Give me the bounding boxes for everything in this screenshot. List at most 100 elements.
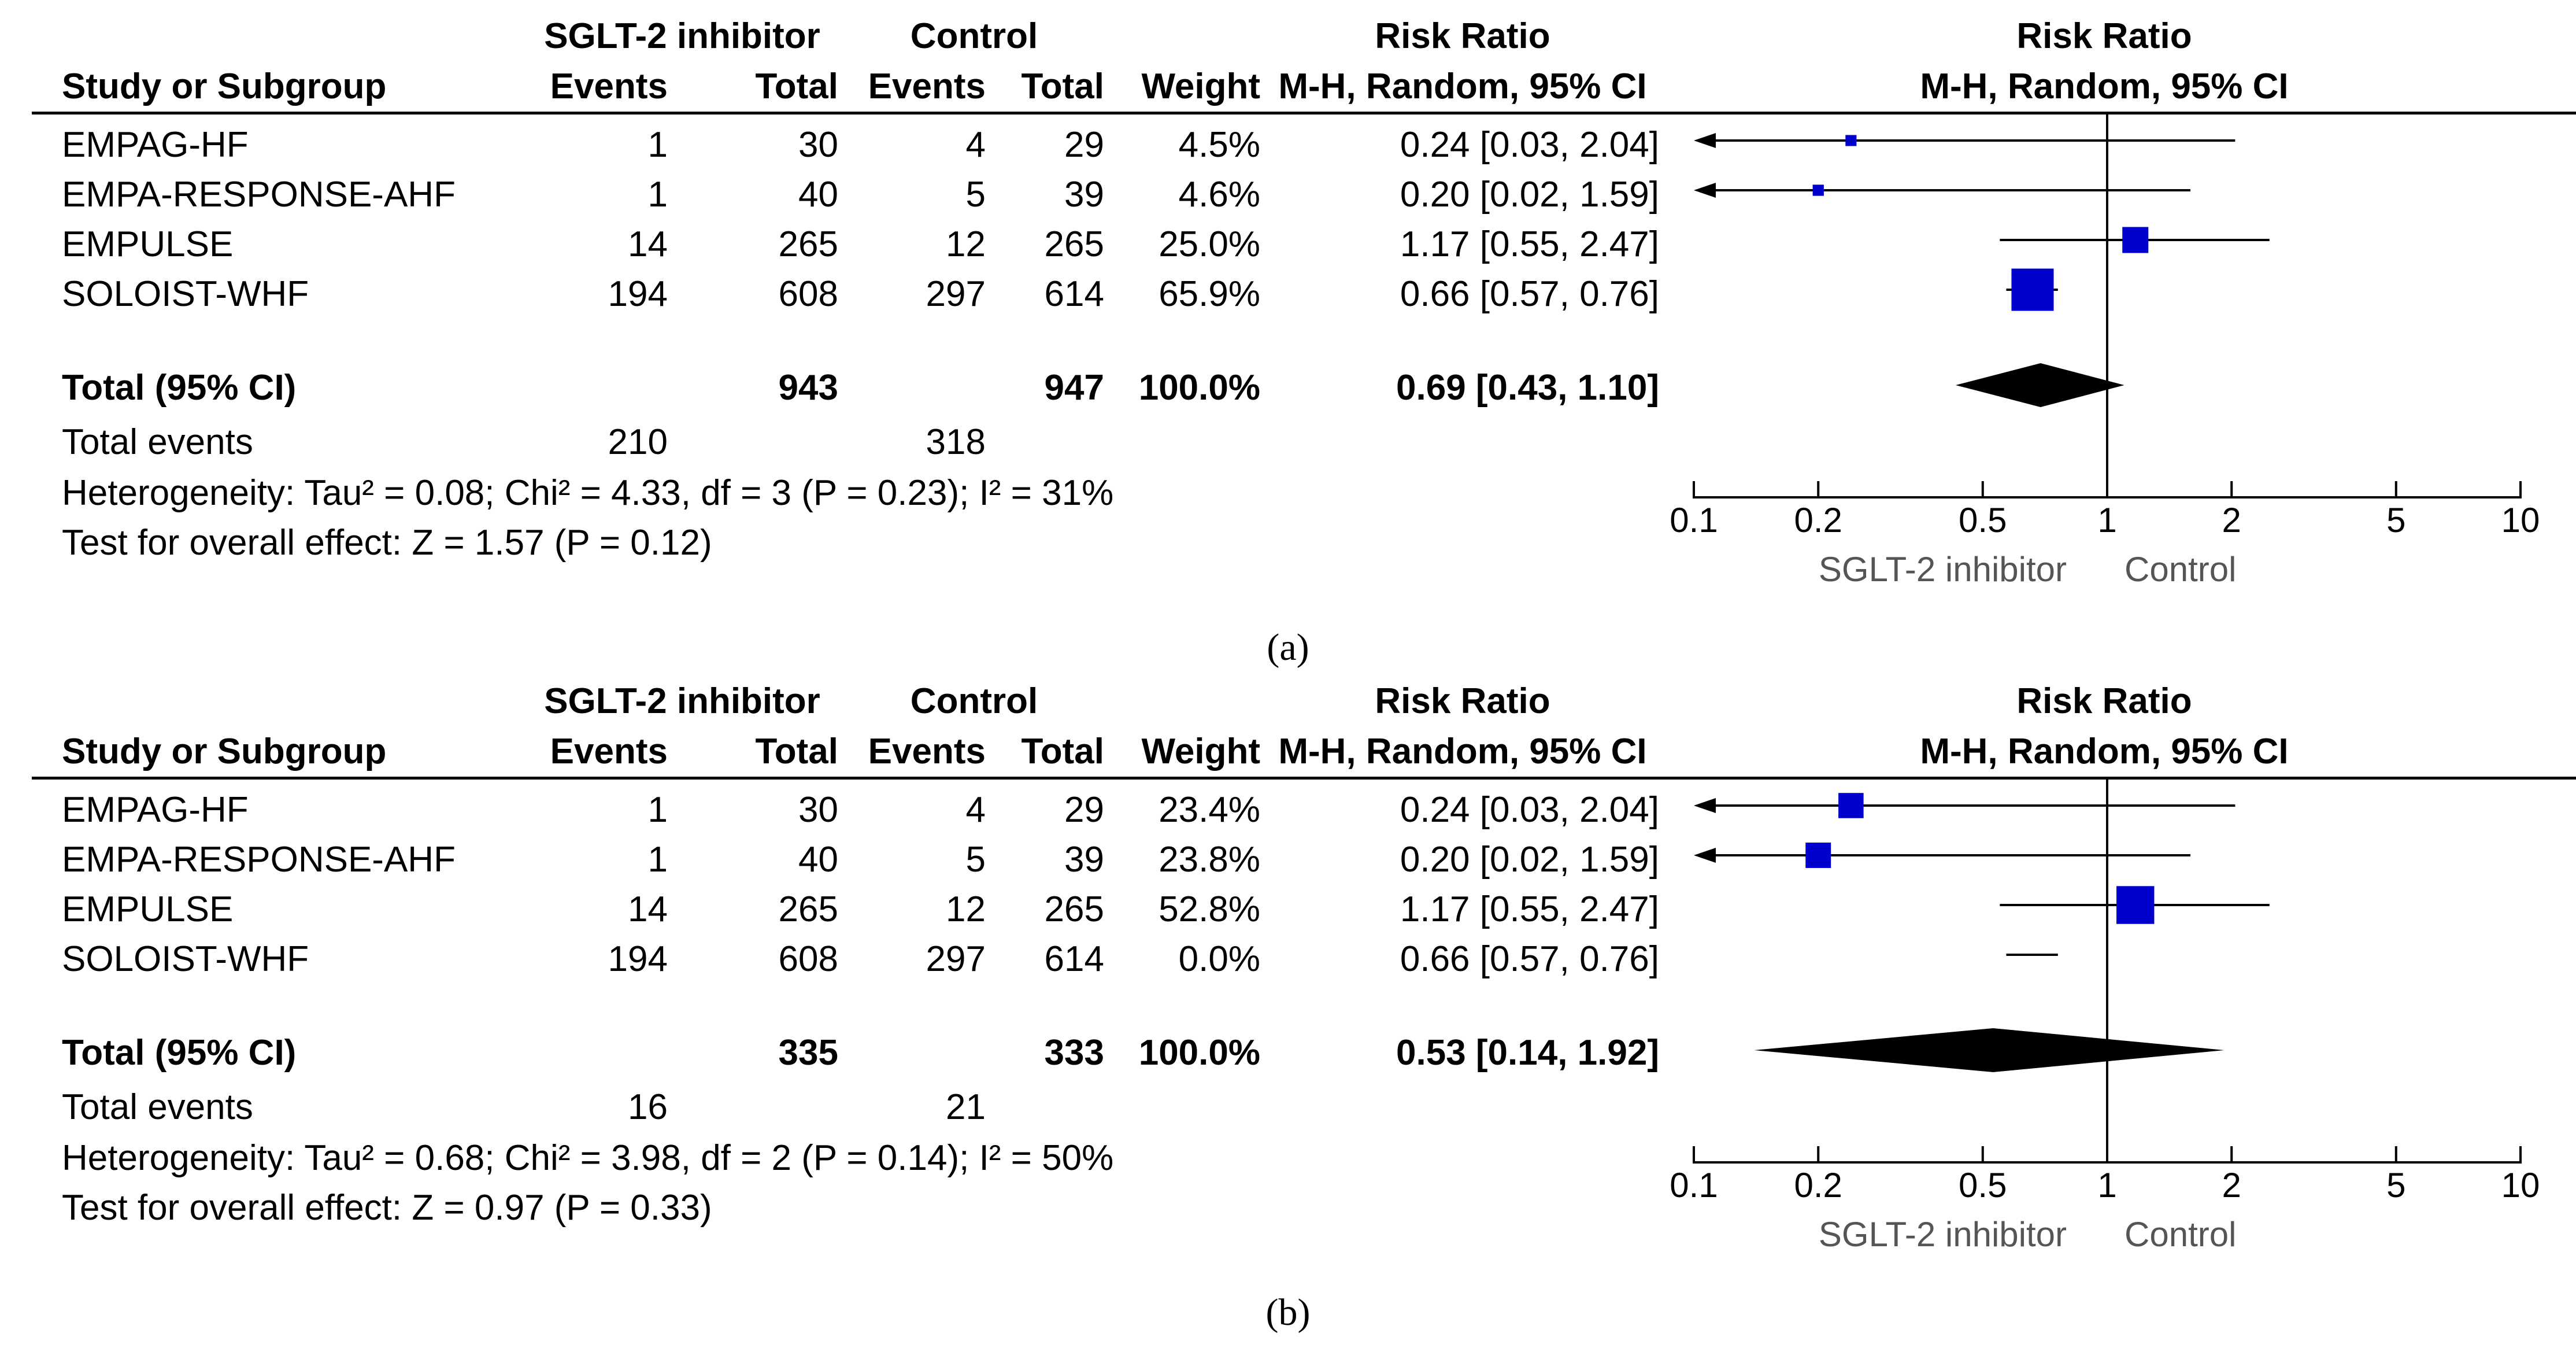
heterogeneity-text: Heterogeneity: Tau² = 0.68; Chi² = 3.98,… [62, 1138, 1114, 1178]
favours-left-label: SGLT-2 inhibitor [1819, 1215, 2067, 1254]
favours-right-label: Control [2125, 550, 2236, 589]
events-2: 12 [946, 889, 986, 929]
tick-label: 1 [2097, 1166, 2116, 1205]
total-n1: 943 [778, 368, 838, 408]
study-name: EMPA-RESPONSE-AHF [62, 175, 456, 215]
tick-label: 0.5 [1959, 501, 2007, 540]
tick-label: 0.1 [1670, 501, 1718, 540]
weight: 4.6% [1178, 175, 1260, 215]
tick-label: 5 [2386, 501, 2405, 540]
events-2: 4 [965, 790, 986, 830]
total-1: 40 [798, 175, 838, 215]
header-risk-ratio-plot: Risk Ratio [2016, 681, 2192, 721]
tick-label: 0.5 [1959, 1166, 2007, 1205]
events-2: 5 [965, 840, 986, 880]
ci-text: 0.66 [0.57, 0.76] [1400, 274, 1659, 314]
ci-text: 0.20 [0.02, 1.59] [1400, 175, 1659, 215]
events-1: 1 [647, 840, 668, 880]
ci-arrow [1694, 133, 1716, 148]
study-name: SOLOIST-WHF [62, 939, 309, 979]
events-1: 1 [647, 790, 668, 830]
header-events-2: Events [868, 67, 986, 106]
pooled-diamond [1754, 1028, 2225, 1072]
forest-plot-b: 0.1 0.2 0.5 1 2 5 10 SGLT-2 inhibitor Control [1670, 780, 2540, 1254]
header-weight: Weight [1141, 67, 1261, 106]
point-estimate-marker [1845, 135, 1857, 146]
favours-left-label: SGLT-2 inhibitor [1819, 550, 2067, 589]
overall-effect-text: Test for overall effect: Z = 0.97 (P = 0… [62, 1188, 712, 1228]
total-1: 30 [798, 790, 838, 830]
weight: 52.8% [1159, 889, 1260, 929]
header-group1: SGLT-2 inhibitor [544, 681, 820, 721]
total-ci-text: 0.53 [0.14, 1.92] [1396, 1033, 1659, 1073]
total-2: 29 [1064, 125, 1104, 165]
ci-arrow [1694, 183, 1716, 198]
tick-label: 2 [2222, 501, 2241, 540]
total-1: 40 [798, 840, 838, 880]
ci-text: 0.24 [0.03, 2.04] [1400, 790, 1659, 830]
tick-label: 2 [2222, 1166, 2241, 1205]
header-total-1: Total [755, 732, 839, 771]
point-estimate-marker [1812, 184, 1824, 196]
events-1: 1 [647, 175, 668, 215]
header-events-1: Events [550, 67, 668, 106]
header-risk-ratio-plot: Risk Ratio [2016, 16, 2192, 56]
total-2: 265 [1044, 224, 1104, 264]
total-2: 39 [1064, 840, 1104, 880]
ci-text: 0.66 [0.57, 0.76] [1400, 939, 1659, 979]
weight: 0.0% [1178, 939, 1260, 979]
header-method-plot: M-H, Random, 95% CI [1920, 67, 2289, 106]
tick-label: 0.2 [1794, 1166, 1842, 1205]
total-1: 608 [778, 274, 838, 314]
forest-plot-panel-b: SGLT-2 inhibitor Control Risk Ratio Risk… [0, 665, 2576, 1334]
ci-text: 1.17 [0.55, 2.47] [1400, 889, 1659, 929]
ci-text: 0.24 [0.03, 2.04] [1400, 125, 1659, 165]
weight: 25.0% [1159, 224, 1260, 264]
header-total-2: Total [1021, 732, 1105, 771]
study-name: EMPULSE [62, 224, 234, 264]
total-weight: 100.0% [1138, 368, 1260, 408]
header-rule [32, 777, 2576, 780]
overall-effect-text: Test for overall effect: Z = 1.57 (P = 0… [62, 523, 712, 563]
point-estimate-marker [2116, 886, 2155, 924]
point-estimate-marker [1805, 843, 1831, 868]
total-2: 265 [1044, 889, 1104, 929]
header-group2: Control [910, 681, 1038, 721]
total-n1: 335 [778, 1033, 838, 1073]
total-2: 39 [1064, 175, 1104, 215]
header-risk-ratio: Risk Ratio [1375, 16, 1550, 56]
events-2: 12 [946, 224, 986, 264]
events-2: 297 [926, 274, 986, 314]
tick-label: 0.1 [1670, 1166, 1718, 1205]
total-label: Total (95% CI) [62, 368, 297, 408]
point-estimate-marker [2011, 268, 2054, 311]
tick-label: 10 [2501, 1166, 2540, 1205]
header-method: M-H, Random, 95% CI [1278, 67, 1647, 106]
header-study: Study or Subgroup [62, 732, 387, 771]
weight: 23.8% [1159, 840, 1260, 880]
header-total-2: Total [1021, 67, 1105, 106]
total-2: 614 [1044, 939, 1104, 979]
total-ci-text: 0.69 [0.43, 1.10] [1396, 368, 1659, 408]
events-2: 297 [926, 939, 986, 979]
point-estimate-marker [2122, 227, 2149, 253]
ci-arrow [1694, 848, 1716, 863]
header-weight: Weight [1141, 732, 1261, 771]
tick-label: 0.2 [1794, 501, 1842, 540]
tick-label: 1 [2097, 501, 2116, 540]
events-2: 4 [965, 125, 986, 165]
total-events-2: 318 [926, 422, 986, 462]
events-1: 14 [628, 889, 668, 929]
heterogeneity-text: Heterogeneity: Tau² = 0.08; Chi² = 4.33,… [62, 473, 1114, 513]
events-1: 194 [608, 274, 668, 314]
events-1: 1 [647, 125, 668, 165]
ci-arrow [1694, 798, 1716, 813]
header-study: Study or Subgroup [62, 67, 387, 106]
study-name: EMPA-RESPONSE-AHF [62, 840, 456, 880]
point-estimate-marker [1838, 793, 1864, 818]
total-events-1: 16 [628, 1087, 668, 1127]
header-group1: SGLT-2 inhibitor [544, 16, 820, 56]
total-2: 29 [1064, 790, 1104, 830]
header-events-2: Events [868, 732, 986, 771]
tick-label: 10 [2501, 501, 2540, 540]
